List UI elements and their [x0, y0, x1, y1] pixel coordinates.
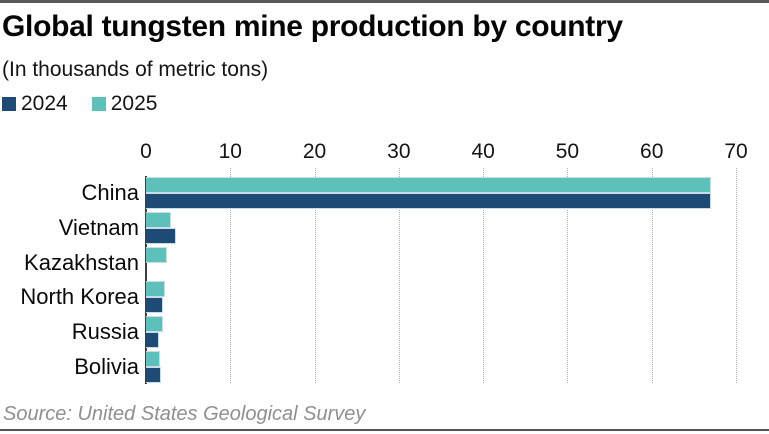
bar-2025-china — [146, 177, 711, 193]
gridline — [230, 168, 232, 383]
legend-label: 2024 — [21, 92, 68, 115]
bar-2024-bolivia — [146, 366, 162, 383]
legend-item-2025: 2025 — [91, 92, 158, 116]
gridline — [314, 168, 316, 383]
legend: 2024 2025 — [2, 92, 157, 116]
x-tick-label: 10 — [218, 140, 242, 163]
gridline — [736, 168, 737, 383]
category-label: China — [81, 180, 139, 205]
bar-2024-china — [146, 193, 711, 209]
bar-row-russia: Russia — [0, 316, 736, 349]
legend-item-2024: 2024 — [2, 92, 68, 116]
category-label: Russia — [71, 319, 139, 345]
bar-group — [146, 316, 736, 349]
category-label: Vietnam — [58, 214, 139, 240]
bar-2025-bolivia — [146, 350, 161, 367]
x-axis: 0 10 20 30 40 50 60 70 — [140, 140, 748, 164]
chart-subtitle: (In thousands of metric tons) — [2, 58, 269, 81]
gridline — [567, 168, 569, 383]
x-tick-label: 70 — [724, 140, 748, 163]
gridline — [651, 168, 653, 383]
bar-2025-north-korea — [146, 281, 165, 298]
gridline — [398, 168, 400, 383]
bar-row-china: China — [0, 177, 736, 209]
bottom-rule — [0, 429, 769, 431]
bar-group — [146, 281, 736, 314]
gridlines — [146, 168, 737, 383]
source-credit: Source: United States Geological Survey — [3, 403, 366, 425]
bar-group — [146, 177, 736, 209]
x-tick-label: 50 — [555, 140, 580, 163]
bar-group — [146, 350, 736, 383]
gridline — [483, 168, 485, 383]
bar-row-north-korea: North Korea — [0, 281, 736, 314]
x-tick-label: 20 — [302, 140, 327, 163]
category-label: Bolivia — [74, 353, 139, 379]
bar-2024-vietnam — [146, 227, 176, 244]
x-tick-label: 30 — [387, 140, 411, 163]
x-tick-label: 60 — [640, 140, 664, 163]
legend-label: 2025 — [110, 92, 158, 115]
category-label: Kazakhstan — [24, 249, 139, 275]
legend-swatch-icon — [2, 97, 16, 111]
bar-row-kazakhstan: Kazakhstan — [0, 246, 736, 279]
bar-2025-vietnam — [146, 211, 172, 228]
legend-swatch-icon — [91, 97, 106, 111]
category-label: North Korea — [20, 284, 139, 310]
bar-group — [146, 211, 736, 244]
bar-2024-north-korea — [146, 297, 163, 314]
bar-group — [146, 246, 736, 279]
y-axis-line — [145, 176, 147, 384]
x-tick-label: 0 — [140, 140, 152, 163]
bar-rows: China Vietnam Kazakhstan North Korea Russia B… — [0, 177, 736, 383]
bar-2025-russia — [146, 316, 163, 333]
bar-row-bolivia: Bolivia — [0, 350, 736, 383]
bar-row-vietnam: Vietnam — [0, 211, 736, 244]
chart-title: Global tungsten mine production by count… — [2, 10, 623, 43]
x-tick-label: 40 — [471, 140, 495, 163]
top-rule — [0, 0, 769, 3]
bar-2025-kazakhstan — [146, 246, 168, 263]
bar-2024-russia — [146, 332, 160, 349]
